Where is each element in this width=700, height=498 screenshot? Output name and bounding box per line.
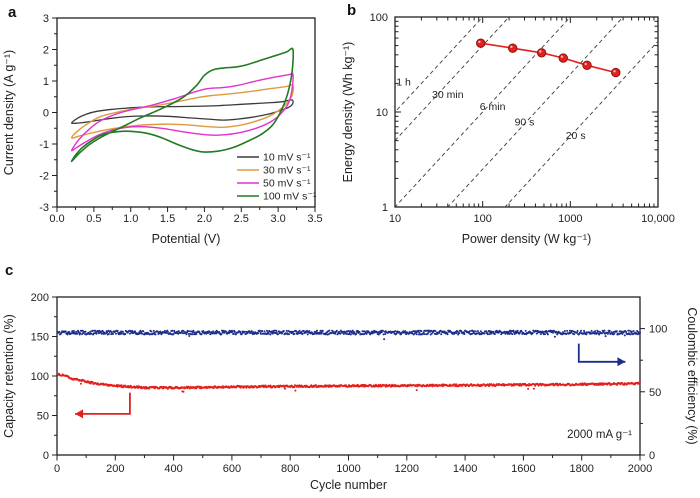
- y-tick-label: 0: [43, 108, 49, 120]
- y-tick-label: 10: [376, 107, 388, 119]
- time-guide-label: 30 min: [432, 89, 464, 101]
- cv-curves-chart: 0.0 0.5 1.0 1.5 2.0 2.5 3.0 3.5 -3 -2 -1 0 1 2 3 Potent…: [2, 13, 323, 246]
- x-tick-label: 2.5: [234, 213, 249, 225]
- cv-curve: [70, 72, 294, 152]
- y-right-tick-label: 100: [649, 324, 667, 336]
- y-left-tick-label: 0: [43, 450, 49, 462]
- data-point: [507, 43, 518, 53]
- panel-label-b: b: [347, 2, 357, 19]
- data-point: [582, 60, 592, 71]
- x-axis-title: Cycle number: [310, 478, 387, 492]
- time-guide-lines: [395, 17, 658, 207]
- x-tick-label: 200: [106, 463, 124, 475]
- data-point-highlight: [560, 55, 564, 58]
- x-tick-label: 0.0: [49, 213, 64, 225]
- coulombic-efficiency-axis-arrow: [577, 343, 626, 363]
- cv-curve: [70, 47, 295, 163]
- y-tick-label: -2: [39, 171, 49, 183]
- time-guide-label: 1 h: [396, 77, 411, 89]
- y-left-tick-label: 200: [31, 292, 49, 304]
- ragone-line: [480, 42, 616, 74]
- x-tick-label: 3.5: [307, 213, 322, 225]
- cv-curve: [71, 84, 295, 139]
- capacity-retention-band: [56, 372, 641, 393]
- x-tick-label: 1600: [511, 463, 535, 475]
- y-right-tick-label: 0: [649, 450, 655, 462]
- x-tick-label: 1000: [336, 463, 360, 475]
- data-point: [536, 48, 547, 58]
- coulombic-efficiency-band: [56, 329, 641, 341]
- x-tick-label: 1400: [453, 463, 477, 475]
- y-tick-label: 3: [43, 13, 49, 25]
- time-guide-line: [395, 17, 484, 113]
- time-guide-label: 20 s: [566, 130, 586, 142]
- current-density-annotation: 2000 mA g⁻¹: [567, 429, 632, 441]
- y-right-axis-title: Coulombic efficiency (%): [685, 307, 699, 444]
- x-tick-label: 2.0: [197, 213, 212, 225]
- x-tick-label: 3.0: [270, 213, 285, 225]
- y-axis-title: Energy density (Wh kg⁻¹): [341, 42, 355, 183]
- plot-frame: [56, 296, 641, 456]
- x-tick-label: 100: [473, 213, 491, 225]
- plot-frame: [394, 16, 659, 208]
- capacity-retention-axis-arrow: [75, 392, 131, 415]
- panel-label-c: c: [5, 262, 14, 279]
- y-right-tick-label: 50: [649, 387, 661, 399]
- x-tick-label: 10,000: [641, 213, 675, 225]
- data-point-highlight: [478, 40, 481, 44]
- x-tick-label: 600: [223, 463, 241, 475]
- time-guide-label: 6 min: [480, 101, 506, 113]
- x-tick-label: 1000: [558, 213, 582, 225]
- capacity-retention-axis-arrow-head: [75, 409, 84, 419]
- x-tick-label: 800: [281, 463, 299, 475]
- data-point: [611, 67, 621, 78]
- legend-label: 30 mV s⁻¹: [263, 165, 311, 177]
- time-guide-line: [395, 17, 571, 207]
- time-guide-line: [447, 17, 624, 207]
- y-left-tick-label: 50: [37, 411, 49, 423]
- data-point: [558, 53, 568, 63]
- x-tick-label: 0.5: [86, 213, 101, 225]
- data-point: [476, 38, 486, 48]
- y-left-tick-label: 100: [31, 371, 49, 383]
- y-left-axis-title: Capacity retention (%): [2, 314, 16, 438]
- legend-label: 10 mV s⁻¹: [263, 152, 311, 164]
- y-axis-title: Current density (A g⁻¹): [2, 50, 16, 175]
- x-tick-label: 1200: [395, 463, 419, 475]
- y-tick-label: 100: [370, 12, 388, 24]
- x-tick-label: 400: [164, 463, 182, 475]
- y-tick-label: -1: [39, 139, 49, 151]
- y-tick-label: 1: [43, 76, 49, 88]
- x-axis-title: Power density (W kg⁻¹): [462, 232, 592, 246]
- y-tick-label: 1: [382, 202, 388, 214]
- y-tick-label: -3: [39, 202, 49, 214]
- panel-label-a: a: [8, 4, 17, 21]
- x-tick-label: 1.0: [123, 213, 138, 225]
- time-guide-line: [395, 17, 510, 142]
- x-tick-label: 10: [389, 213, 401, 225]
- x-tick-label: 2000: [628, 463, 652, 475]
- x-tick-label: 1.5: [160, 213, 175, 225]
- data-point-highlight: [613, 70, 616, 73]
- legend-label: 100 mV s⁻¹: [263, 191, 317, 203]
- time-guide-label: 90 s: [515, 117, 535, 129]
- x-tick-label: 0: [54, 463, 60, 475]
- y-left-tick-label: 150: [31, 332, 49, 344]
- data-point-highlight: [539, 50, 542, 53]
- y-tick-label: 2: [43, 45, 49, 57]
- cycling-stability-chart: 0 200 400 600 800 1000 1200 1400 1600 1800 2000050…: [2, 292, 699, 492]
- x-tick-label: 1800: [569, 463, 593, 475]
- data-point-highlight: [510, 45, 513, 49]
- legend-label: 50 mV s⁻¹: [263, 178, 311, 190]
- data-point-highlight: [584, 62, 587, 66]
- time-guide-line: [504, 40, 658, 207]
- x-axis-title: Potential (V): [152, 232, 221, 246]
- coulombic-efficiency-axis-arrow-head: [617, 357, 626, 367]
